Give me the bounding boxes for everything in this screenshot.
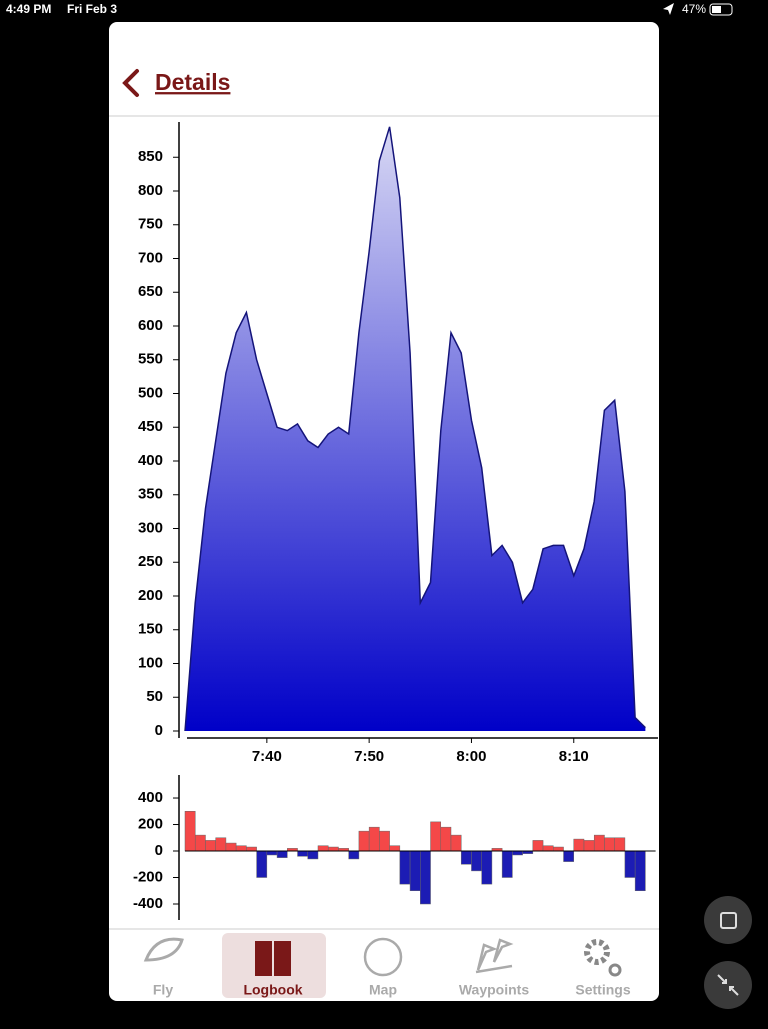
bar (215, 837, 227, 852)
y-tick-label: 100 (138, 654, 163, 671)
tab-label[interactable]: Fly (153, 982, 173, 998)
rotate-button[interactable] (704, 896, 752, 944)
y-tick-label: -400 (133, 895, 163, 912)
y-tick-label: 200 (138, 587, 163, 604)
bar (512, 850, 523, 856)
tab-label[interactable]: Map (369, 982, 397, 998)
bar (471, 850, 482, 872)
bar (460, 850, 472, 865)
bar (205, 840, 216, 852)
bar (624, 850, 636, 878)
bar (266, 850, 278, 856)
settings-icon (584, 939, 610, 965)
bar (604, 837, 615, 852)
y-tick-label: 200 (138, 815, 163, 832)
bar (532, 840, 544, 852)
x-tick-label: 7:40 (252, 748, 282, 765)
bar (430, 821, 442, 852)
bar (501, 850, 513, 878)
y-tick-label: 600 (138, 317, 163, 334)
bar (593, 834, 605, 852)
bar (634, 850, 646, 892)
location-icon (663, 3, 674, 15)
y-tick-label: 450 (138, 418, 163, 435)
y-tick-label: 50 (146, 688, 163, 705)
bar (246, 846, 257, 852)
y-tick-label: 500 (138, 384, 163, 401)
tab-label[interactable]: Logbook (243, 982, 302, 998)
shrink-button[interactable] (704, 961, 752, 1009)
bar (194, 834, 206, 852)
bar (389, 845, 401, 852)
bar (573, 838, 585, 852)
settings-icon-small (608, 963, 622, 977)
bar (225, 842, 237, 852)
battery-level (712, 6, 721, 13)
bar (256, 850, 268, 878)
y-tick-label: 400 (138, 789, 163, 806)
x-tick-label: 8:10 (559, 748, 589, 765)
y-tick-label: 150 (138, 621, 163, 638)
fly-icon (143, 937, 184, 962)
x-tick-label: 7:50 (354, 748, 384, 765)
bar (409, 850, 421, 892)
bar (276, 850, 288, 858)
bar (297, 850, 309, 857)
battery-icon (709, 3, 733, 16)
rotate-icon (720, 912, 737, 929)
area-line (184, 126, 646, 732)
header-title[interactable]: Details (155, 69, 230, 95)
bar (327, 846, 339, 852)
logbook-icon (255, 941, 291, 976)
bar (379, 830, 390, 852)
bar (348, 850, 360, 860)
bar (420, 850, 431, 905)
x-tick-label: 8:00 (456, 748, 486, 765)
y-tick-label: -200 (133, 868, 163, 885)
y-tick-label: 0 (155, 842, 163, 859)
y-tick-label: 750 (138, 216, 163, 233)
y-tick-label: 700 (138, 249, 163, 266)
bar (450, 834, 462, 852)
y-tick-label: 0 (155, 722, 163, 739)
y-tick-label: 550 (138, 351, 163, 368)
bar (440, 826, 452, 852)
bar (307, 850, 319, 860)
bar (235, 845, 247, 852)
bar (563, 850, 575, 862)
status-battery: 47% (682, 2, 706, 16)
bar (481, 850, 493, 885)
bar (553, 846, 564, 852)
bar (358, 830, 370, 852)
area-fill (185, 126, 646, 731)
y-tick-label: 850 (138, 148, 163, 165)
bar (583, 840, 595, 852)
y-tick-label: 650 (138, 283, 163, 300)
back-chevron[interactable] (122, 69, 139, 97)
waypoints-icon (475, 938, 514, 974)
bar (184, 811, 196, 852)
y-tick-label: 400 (138, 452, 163, 469)
y-tick-label: 350 (138, 486, 163, 503)
y-tick-label: 300 (138, 519, 163, 536)
tab-icons (143, 937, 622, 977)
y-tick-label: 250 (138, 553, 163, 570)
bar (317, 845, 329, 852)
map-icon (363, 937, 403, 977)
shrink-icon (717, 974, 739, 996)
status-date: Fri Feb 3 (67, 2, 117, 16)
bar (399, 850, 411, 885)
bar (614, 837, 626, 852)
y-tick-label: 800 (138, 182, 163, 199)
status-time: 4:49 PM (6, 2, 51, 16)
tab-label[interactable]: Settings (575, 982, 630, 998)
tab-label[interactable]: Waypoints (459, 982, 529, 998)
bar (368, 826, 380, 852)
bar (542, 845, 554, 852)
